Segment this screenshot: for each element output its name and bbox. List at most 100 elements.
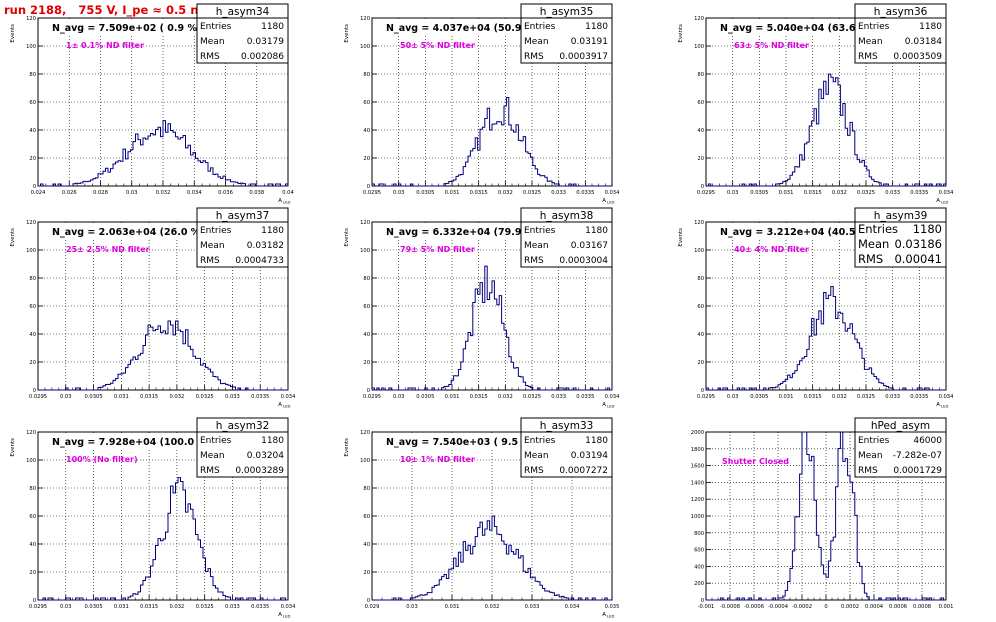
- x-tick-label: 0.0295: [363, 190, 381, 196]
- stats-label-mean: Mean: [858, 451, 883, 461]
- x-tick-label: 0.028: [93, 190, 108, 196]
- x-tick-label: 0.034: [565, 604, 581, 610]
- stats-label-rms: RMS: [200, 52, 220, 62]
- y-tick-label: 120: [360, 16, 370, 22]
- x-tick-label: 0.034: [187, 190, 203, 196]
- x-tick-label: 0.032: [498, 190, 513, 196]
- x-tick-label: 0.0295: [29, 604, 47, 610]
- x-tick-label: 0.04: [282, 190, 294, 196]
- x-axis-label: A: [602, 612, 606, 618]
- x-tick-label: 0.03: [126, 190, 138, 196]
- y-axis-label: Events: [10, 228, 16, 247]
- histogram-line: [38, 477, 288, 601]
- stats-value-mean: -7.282e-07: [893, 451, 942, 461]
- x-axis-label-subscript: LED: [607, 200, 615, 205]
- stats-label-entries: Entries: [858, 22, 890, 32]
- y-tick-label: 80: [363, 486, 370, 492]
- x-tick-label: 0.033: [525, 604, 540, 610]
- histogram-line: [705, 285, 946, 391]
- histogram-line: [706, 431, 946, 601]
- y-tick-label: 60: [363, 304, 370, 310]
- x-tick-label: -0.0006: [744, 604, 764, 610]
- x-tick-label: 0.033: [551, 190, 566, 196]
- stats-value-mean: 0.03182: [247, 241, 284, 251]
- stats-value-entries: 1180: [261, 22, 284, 32]
- stats-value-mean: 0.03191: [571, 37, 608, 47]
- x-tick-label: 0.031: [779, 190, 794, 196]
- stats-label-rms: RMS: [858, 252, 883, 266]
- filter-note: 25± 2.5% ND filter: [66, 245, 150, 254]
- y-tick-label: 60: [697, 304, 704, 310]
- y-tick-label: 100: [360, 44, 370, 50]
- x-tick-label: 0.033: [225, 394, 240, 400]
- y-tick-label: 80: [29, 276, 36, 282]
- stats-value-rms: 0.002086: [241, 52, 284, 62]
- x-tick-label: 0.0315: [804, 190, 822, 196]
- title-box: [39, 433, 215, 449]
- y-tick-label: 20: [29, 360, 36, 366]
- x-tick-label: 0.032: [169, 394, 184, 400]
- y-tick-label: 2000: [691, 430, 704, 436]
- x-tick-label: 0.024: [31, 190, 47, 196]
- x-tick-label: 0.0325: [523, 394, 541, 400]
- histogram-panel-h_asym39: 0.0295 0.03 0.0305 0.031 0.0315 0.032 0.0325 0.…: [678, 207, 954, 409]
- stats-value-entries: 46000: [913, 436, 942, 446]
- plot-title: N_avg = 7.509e+02 ( 0.9 %): [52, 23, 201, 34]
- x-tick-label: 0.031: [445, 394, 460, 400]
- title-box: [39, 223, 215, 239]
- x-tick-label: 0.033: [885, 394, 900, 400]
- y-tick-label: 0: [367, 388, 370, 394]
- y-tick-label: 120: [694, 220, 704, 226]
- x-axis-label-subscript: LED: [941, 404, 949, 409]
- y-tick-label: 0: [33, 184, 36, 190]
- title-box: [373, 433, 549, 449]
- stats-value-entries: 1180: [261, 436, 284, 446]
- x-tick-label: 0.034: [281, 394, 297, 400]
- y-tick-label: 200: [694, 581, 704, 587]
- x-tick-label: 0.0295: [697, 190, 715, 196]
- stats-value-rms: 0.0001729: [893, 466, 942, 476]
- x-tick-label: 0.031: [114, 604, 129, 610]
- y-tick-label: 20: [363, 570, 370, 576]
- y-tick-label: 1600: [691, 464, 704, 470]
- y-tick-label: 20: [697, 156, 704, 162]
- y-tick-label: 60: [29, 304, 36, 310]
- y-tick-label: 800: [694, 531, 704, 537]
- x-tick-label: 0.035: [605, 604, 620, 610]
- x-tick-label: 0.0335: [576, 394, 594, 400]
- stats-label-rms: RMS: [858, 466, 878, 476]
- x-tick-label: 0.032: [498, 394, 513, 400]
- x-tick-label: 0.03: [393, 394, 405, 400]
- stats-title: h_asym39: [874, 210, 928, 222]
- x-tick-label: 0.0335: [910, 190, 928, 196]
- x-tick-label: 0.036: [218, 190, 233, 196]
- x-tick-label: 0.033: [885, 190, 900, 196]
- stats-value-rms: 0.0003004: [559, 256, 608, 266]
- y-tick-label: 120: [360, 430, 370, 436]
- x-tick-label: 0.0325: [196, 604, 214, 610]
- histogram-panel-h_asym38: 0.0295 0.03 0.0305 0.031 0.0315 0.032 0.0325 0.…: [344, 207, 621, 409]
- y-tick-label: 0: [33, 598, 36, 604]
- x-tick-label: 0.034: [605, 394, 621, 400]
- filter-note: 10± 1% ND filter: [400, 455, 475, 464]
- y-tick-label: 0: [367, 598, 370, 604]
- stats-value-rms: 0.0007272: [559, 466, 608, 476]
- y-tick-label: 100: [694, 44, 704, 50]
- x-axis-label: A: [278, 612, 282, 618]
- y-tick-label: 40: [363, 332, 370, 338]
- y-tick-label: 0: [33, 388, 36, 394]
- filter-note: 50± 5% ND filter: [400, 41, 475, 50]
- y-tick-label: 100: [360, 458, 370, 464]
- y-tick-label: 100: [360, 248, 370, 254]
- histogram-line: [38, 320, 288, 391]
- x-tick-label: 0.03: [60, 394, 72, 400]
- stats-value-mean: 0.03194: [571, 451, 608, 461]
- stats-title: h_asym32: [216, 420, 270, 432]
- stats-label-mean: Mean: [858, 37, 883, 47]
- x-axis-label-subscript: LED: [607, 614, 615, 619]
- x-tick-label: 0.03: [727, 394, 739, 400]
- stats-value-entries: 1180: [919, 22, 942, 32]
- stats-value-rms: 0.0004733: [235, 256, 284, 266]
- x-tick-label: 0.031: [114, 394, 129, 400]
- stats-value-rms: 0.0003917: [559, 52, 608, 62]
